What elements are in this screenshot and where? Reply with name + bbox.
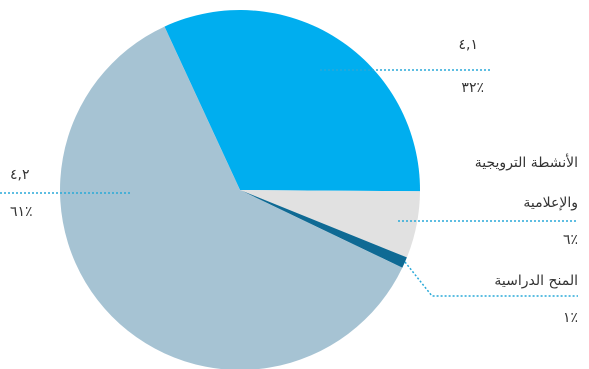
category-label: الأنشطة الترويجية والإعلامية (474, 155, 578, 211)
value-label: ٪١ (562, 310, 578, 326)
value-label: ٪٦١ (10, 204, 33, 220)
category-label: ٤,١ (458, 37, 479, 53)
pie-slice (164, 10, 420, 192)
value-label: ٪٣٢ (461, 80, 484, 96)
pie-slice (60, 26, 403, 369)
pie-slice (240, 190, 420, 258)
category-label: ٤,٢ (10, 167, 30, 183)
value-label: ٪٦ (562, 232, 578, 248)
category-label: المنح الدراسية (494, 273, 578, 289)
leader-line (404, 261, 578, 297)
pie-slice (240, 190, 407, 268)
